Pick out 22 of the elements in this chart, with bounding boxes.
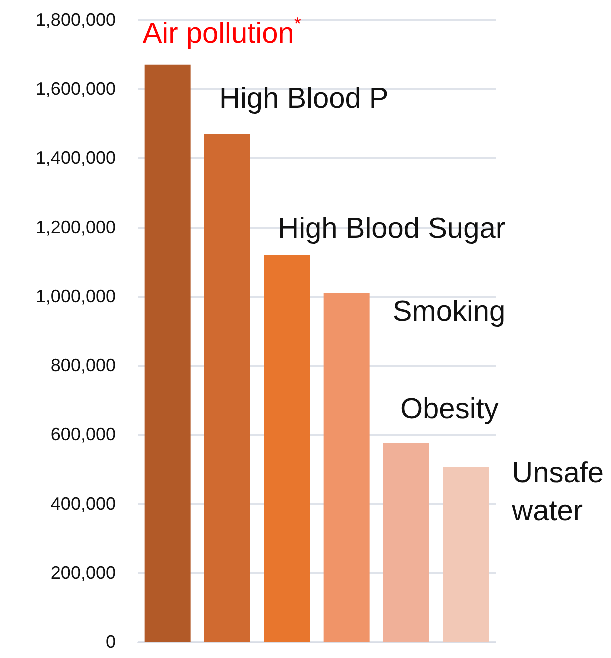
y-tick-label: 600,000 (50, 424, 116, 445)
bar (324, 292, 370, 642)
bar (443, 467, 490, 642)
y-tick-label: 1,200,000 (36, 217, 116, 238)
annotation: High Blood Sugar (278, 212, 506, 245)
y-tick-label: 1,000,000 (36, 286, 116, 306)
y-tick-label: 400,000 (50, 494, 116, 514)
y-tick-label: 800,000 (50, 356, 116, 376)
annotation: High Blood P (220, 83, 389, 116)
bar (144, 64, 191, 642)
y-tick-label: 200,000 (50, 562, 116, 583)
y-tick-label: 0 (106, 632, 116, 652)
bar (384, 443, 430, 642)
text: Unsafe water (511, 457, 604, 528)
y-tick-label: 1,400,000 (36, 148, 116, 168)
bar (204, 134, 250, 642)
y-tick-label: 1,600,000 (36, 79, 116, 100)
annotation: Smoking (392, 296, 506, 328)
y-tick-label: 1,800,000 (36, 10, 116, 30)
annotation: Air pollution* (142, 14, 302, 50)
annotation: Obesity (400, 393, 500, 426)
bar (264, 254, 310, 642)
